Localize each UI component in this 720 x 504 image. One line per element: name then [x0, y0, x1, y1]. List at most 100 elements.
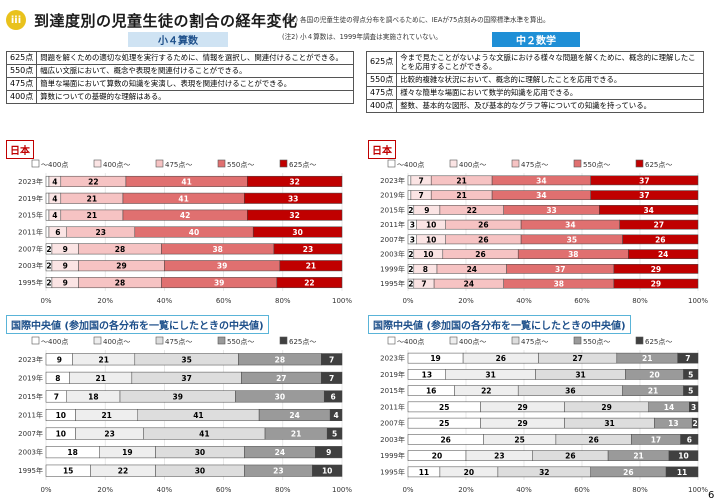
bar-segment: [247, 175, 343, 187]
data-label: 41: [193, 411, 203, 420]
data-label: 5: [688, 370, 693, 379]
category-label: 2007年: [18, 244, 43, 253]
data-label: 29: [651, 280, 661, 289]
data-label: 10: [56, 430, 66, 439]
bar-segment: [613, 264, 699, 274]
bar-segment: [323, 390, 343, 403]
data-label: 23: [104, 430, 114, 439]
data-label: 31: [604, 419, 614, 428]
bar-segment: [252, 226, 343, 238]
bar-segment: [273, 243, 343, 255]
category-label: 2003年: [18, 261, 43, 270]
legend-label: 475点〜: [521, 338, 548, 346]
data-label: 41: [181, 177, 191, 186]
legend-swatch: [449, 336, 458, 345]
data-label: 2: [408, 206, 413, 215]
data-label: 27: [572, 354, 582, 363]
data-label: 31: [575, 370, 585, 379]
category-label: 2003年: [380, 250, 405, 259]
data-label: 30: [275, 392, 285, 401]
data-label: 30: [292, 228, 302, 237]
data-label: 25: [439, 403, 449, 412]
benchmark-score: 475点: [365, 85, 398, 100]
data-label: 21: [456, 191, 466, 200]
data-label: 9: [57, 355, 62, 364]
data-label: 9: [424, 206, 429, 215]
legend-swatch: [155, 159, 164, 168]
legend-label: 550点〜: [583, 161, 610, 169]
legend-label: 475点〜: [521, 161, 548, 169]
bar-segment: [321, 371, 343, 384]
data-label: 38: [568, 250, 578, 259]
data-label: 21: [633, 452, 643, 461]
data-label: 10: [678, 452, 688, 461]
x-tick-label: 40%: [157, 486, 173, 494]
legend-swatch: [635, 336, 644, 345]
data-label: 33: [288, 194, 298, 203]
x-tick-label: 20%: [458, 486, 474, 494]
bar-segment: [45, 192, 50, 204]
data-label: 21: [642, 354, 652, 363]
benchmark-row: 550点 比較的複雑な状況において、概念的に理解したことを応用できる。: [365, 72, 704, 87]
data-label: 13: [668, 419, 678, 428]
data-label: 29: [116, 262, 126, 271]
data-label: 4: [52, 194, 57, 203]
data-label: 29: [517, 419, 527, 428]
benchmark-row: 625点 今まで見たことがないような文脈における様々な問題を解くために、概念的に理…: [365, 51, 704, 74]
data-label: 24: [467, 265, 477, 274]
benchmark-score: 400点: [365, 98, 398, 113]
data-label: 26: [565, 452, 575, 461]
x-tick-label: 80%: [275, 486, 291, 494]
bar-segment: [683, 369, 699, 380]
benchmark-description: 算数についての基礎的な理解はある。: [36, 90, 354, 104]
bar-segment: [45, 226, 50, 238]
section-japan-left: 日本: [6, 140, 34, 159]
bar-segment: [668, 450, 699, 461]
category-label: 1995年: [18, 278, 43, 287]
grade4-math-title: 小４算数: [128, 32, 228, 47]
data-label: 9: [63, 279, 68, 288]
bar-segment: [407, 175, 412, 186]
legend-label: 550点〜: [227, 161, 254, 169]
category-label: 2019年: [380, 191, 405, 200]
chart-japan-grade4: 〜400点 400点〜 475点〜 550点〜 625点〜 0% 20% 40% 60% 80% 1…: [6, 157, 352, 311]
data-label: 38: [212, 245, 222, 254]
data-label: 7: [329, 374, 334, 383]
data-label: 40: [189, 228, 199, 237]
bar-segment: [689, 401, 699, 413]
legend-label: 400点〜: [103, 161, 130, 169]
data-label: 19: [122, 448, 132, 457]
category-label: 2019年: [18, 194, 43, 203]
category-label: 1999年: [380, 451, 405, 460]
data-label: 21: [648, 387, 658, 396]
bar-segment: [329, 408, 343, 422]
legend-label: 〜400点: [41, 338, 68, 346]
data-label: 24: [289, 411, 299, 420]
category-label: 2023年: [380, 354, 405, 363]
note-2: (注2) 小４算数は、1999年調査は実施されていない。: [282, 33, 442, 41]
data-label: 2: [408, 265, 413, 274]
legend-label: 625点〜: [289, 161, 316, 169]
category-label: 2015年: [18, 211, 43, 220]
data-label: 18: [88, 392, 98, 401]
bar-segment: [45, 175, 50, 187]
bar-segment: [683, 385, 699, 396]
data-label: 26: [475, 250, 485, 259]
x-tick-label: 20%: [97, 486, 113, 494]
data-label: 37: [639, 176, 649, 185]
bar-segment: [613, 278, 699, 289]
legend-label: 550点〜: [227, 338, 254, 346]
section-japan-right: 日本: [368, 140, 396, 159]
data-label: 21: [87, 211, 97, 220]
data-label: 22: [304, 279, 314, 288]
chart-japan-grade8: 〜400点 400点〜 475点〜 550点〜 625点〜 0% 20% 40% 60% 80% 1…: [368, 157, 708, 311]
page-number: 6: [708, 490, 715, 501]
bar-segment: [326, 427, 343, 440]
x-tick-label: 0%: [402, 297, 413, 305]
x-tick-label: 0%: [40, 297, 51, 305]
page-title: 到達度別の児童生徒の割合の経年変化: [34, 11, 298, 30]
benchmark-row: 475点 簡単な場面において算数の知識を実演し、表現を関連付けることができる。: [5, 77, 354, 91]
data-label: 20: [464, 468, 474, 477]
chart-svg: 〜400点 400点〜 475点〜 550点〜 625点〜 0% 20% 40% 60% 80% 1…: [380, 336, 708, 494]
data-label: 6: [687, 435, 692, 444]
